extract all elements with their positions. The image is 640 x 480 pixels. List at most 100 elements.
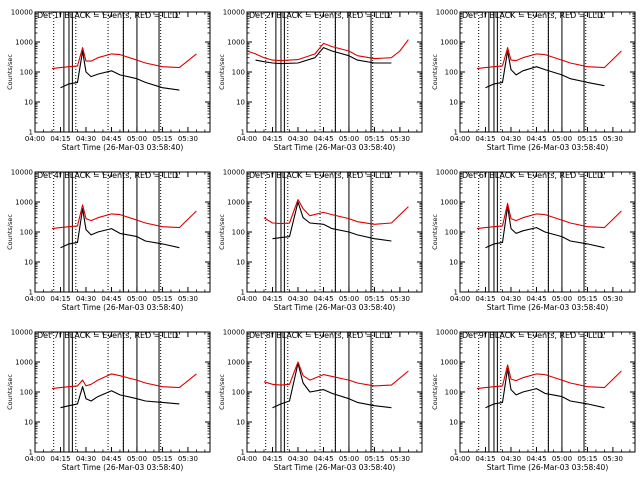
x-tick-label: 04:45 [526,135,546,143]
panel-title: Det 5f BLACK = Events, RED = LLD [249,171,390,180]
x-tick-label: 05:30 [178,135,198,143]
x-tick-label: 05:30 [390,455,410,463]
x-tick-label: 05:15 [152,135,172,143]
y-axis-label: Counts/sec [218,214,226,250]
x-tick-label: 04:45 [526,295,546,303]
y-tick-label: 10 [24,419,33,427]
x-tick-label: 04:00 [25,455,45,463]
x-tick-label: 05:00 [339,135,359,143]
x-tick-label: 05:30 [603,455,623,463]
x-tick-label: 05:00 [127,295,147,303]
y-tick-label: 10000 [223,169,245,177]
x-tick-label: 04:30 [501,295,521,303]
plot-frame [246,331,423,453]
x-tick-label: 05:30 [178,455,198,463]
panel-title: Det 7f BLACK = Events, RED = LLD [37,331,178,340]
corner-mark: L [175,331,180,340]
corner-mark: L [387,171,392,180]
y-tick-label: 1 [241,289,245,297]
x-tick-label: 04:30 [501,455,521,463]
y-tick-label: 100 [232,389,245,397]
x-axis-label: Start Time (26-Mar-03 03:58:40) [487,463,609,472]
x-tick-label: 04:30 [288,295,308,303]
x-tick-label: 05:15 [577,295,597,303]
x-tick-label: 05:30 [603,135,623,143]
corner-mark: L [600,171,605,180]
y-tick-label: 100 [232,229,245,237]
corner-mark: L [600,11,605,20]
y-tick-label: 10000 [11,169,33,177]
y-tick-label: 100 [20,389,33,397]
x-tick-label: 04:30 [288,455,308,463]
y-tick-label: 1000 [15,39,33,47]
x-tick-label: 04:00 [237,135,257,143]
series-line-events [485,206,605,249]
plot-frame [34,11,211,133]
x-tick-label: 04:15 [50,295,70,303]
x-tick-label: 04:45 [526,455,546,463]
y-tick-label: 10 [449,259,458,267]
plot-frame [34,331,211,453]
x-tick-label: 05:00 [127,455,147,463]
y-tick-label: 10 [24,99,33,107]
x-tick-label: 05:15 [152,455,172,463]
y-axis-label: Counts/sec [6,214,14,250]
y-tick-label: 10000 [11,9,33,17]
y-axis-label: Counts/sec [6,54,14,90]
plot-frame [459,11,636,133]
x-axis-label: Start Time (26-Mar-03 03:58:40) [274,303,396,312]
x-tick-label: 04:15 [262,135,282,143]
series-line-lld [51,373,197,390]
x-tick-label: 04:15 [475,135,495,143]
y-tick-label: 1000 [227,359,245,367]
x-axis-label: Start Time (26-Mar-03 03:58:40) [487,303,609,312]
y-tick-label: 1 [241,129,245,137]
x-tick-label: 04:15 [50,455,70,463]
x-tick-label: 05:00 [339,295,359,303]
corner-mark: L [387,11,392,20]
y-tick-label: 100 [232,69,245,77]
x-tick-label: 04:45 [313,455,333,463]
y-tick-label: 1000 [15,199,33,207]
x-tick-label: 05:30 [178,295,198,303]
panel-title: Det 1f BLACK = Events, RED = LLD [37,11,178,20]
x-tick-label: 04:15 [50,135,70,143]
panel-title: Det 2f BLACK = Events, RED = LLD [249,11,390,20]
y-tick-label: 10 [24,259,33,267]
x-tick-label: 05:00 [127,135,147,143]
x-tick-label: 05:30 [390,135,410,143]
series-line-lld [476,364,622,390]
x-axis-label: Start Time (26-Mar-03 03:58:40) [62,463,184,472]
series-line-events [485,50,605,89]
x-tick-label: 04:45 [313,135,333,143]
x-tick-label: 04:30 [76,455,96,463]
x-axis-label: Start Time (26-Mar-03 03:58:40) [274,143,396,152]
x-tick-label: 04:15 [475,455,495,463]
x-tick-label: 04:30 [76,135,96,143]
x-tick-label: 05:30 [603,295,623,303]
y-tick-label: 100 [445,69,458,77]
y-tick-label: 10 [236,419,245,427]
plot-frame [459,331,636,453]
y-tick-label: 1 [454,289,458,297]
series-line-lld [476,202,622,230]
x-tick-label: 04:00 [450,135,470,143]
y-tick-label: 1 [241,449,245,457]
y-tick-label: 1000 [227,199,245,207]
plot-frame [246,11,423,133]
x-tick-label: 04:30 [76,295,96,303]
x-tick-label: 05:00 [339,455,359,463]
series-line-events [255,47,392,65]
y-tick-label: 10 [236,259,245,267]
x-tick-label: 05:00 [552,455,572,463]
x-tick-label: 04:00 [450,455,470,463]
panel-title: Det 8f BLACK = Events, RED = LLD [249,331,390,340]
panel-title: Det 3f BLACK = Events, RED = LLD [462,11,603,20]
y-axis-label: Counts/sec [218,374,226,410]
